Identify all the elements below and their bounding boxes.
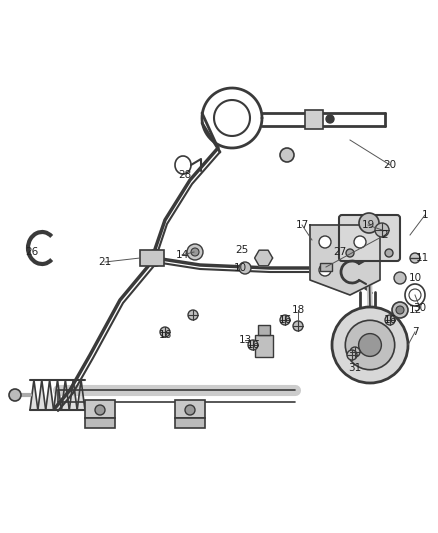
Circle shape: [319, 264, 331, 276]
Text: 19: 19: [361, 220, 374, 230]
Text: 16: 16: [159, 330, 172, 340]
Circle shape: [332, 307, 408, 383]
Circle shape: [239, 262, 251, 274]
Polygon shape: [46, 380, 53, 410]
Polygon shape: [61, 380, 69, 410]
Circle shape: [147, 250, 163, 266]
Bar: [255, 335, 273, 357]
Text: 21: 21: [99, 257, 112, 267]
Text: 1: 1: [422, 210, 428, 220]
Bar: [85, 400, 115, 418]
Circle shape: [346, 249, 354, 257]
Text: 18: 18: [291, 305, 304, 315]
Bar: [258, 325, 270, 335]
Bar: [140, 250, 164, 266]
Text: 17: 17: [295, 220, 309, 230]
Text: 16: 16: [279, 315, 292, 325]
Bar: [320, 263, 332, 271]
Circle shape: [354, 236, 366, 248]
Circle shape: [394, 272, 406, 284]
Text: 10: 10: [233, 263, 247, 273]
Bar: [175, 418, 205, 428]
Polygon shape: [53, 380, 61, 410]
Text: 13: 13: [238, 335, 251, 345]
Circle shape: [326, 115, 334, 123]
Text: 27: 27: [333, 247, 346, 257]
Text: 12: 12: [408, 305, 422, 315]
Circle shape: [396, 306, 404, 314]
Circle shape: [375, 223, 389, 237]
Bar: [305, 110, 323, 129]
Text: 14: 14: [175, 250, 189, 260]
Circle shape: [293, 321, 303, 331]
Circle shape: [385, 249, 393, 257]
Text: 26: 26: [25, 247, 39, 257]
Text: 10: 10: [409, 273, 421, 283]
Text: 20: 20: [383, 160, 396, 170]
Circle shape: [350, 347, 360, 357]
Circle shape: [345, 320, 395, 370]
Circle shape: [9, 389, 21, 401]
Circle shape: [248, 340, 258, 350]
Circle shape: [187, 244, 203, 260]
Polygon shape: [38, 380, 46, 410]
Circle shape: [185, 405, 195, 415]
Circle shape: [95, 405, 105, 415]
Circle shape: [191, 248, 199, 256]
Polygon shape: [254, 250, 272, 266]
Circle shape: [280, 148, 294, 162]
Text: 31: 31: [348, 363, 362, 373]
Text: 16: 16: [383, 315, 397, 325]
Polygon shape: [310, 225, 380, 295]
Text: 25: 25: [235, 245, 249, 255]
FancyBboxPatch shape: [339, 215, 400, 261]
Bar: [85, 418, 115, 428]
Text: 2: 2: [381, 230, 389, 240]
Circle shape: [188, 310, 198, 320]
Text: 28: 28: [178, 170, 192, 180]
Polygon shape: [77, 380, 85, 410]
Circle shape: [359, 334, 381, 357]
Polygon shape: [69, 380, 77, 410]
Circle shape: [385, 315, 395, 325]
Circle shape: [410, 253, 420, 263]
Text: 30: 30: [413, 303, 427, 313]
Bar: [342, 218, 397, 258]
Circle shape: [392, 302, 408, 318]
Circle shape: [359, 213, 379, 233]
Circle shape: [280, 315, 290, 325]
Text: 16: 16: [246, 340, 260, 350]
Polygon shape: [30, 380, 38, 410]
Text: 11: 11: [415, 253, 429, 263]
Circle shape: [319, 236, 331, 248]
Circle shape: [347, 350, 357, 360]
Circle shape: [160, 327, 170, 337]
Bar: [175, 400, 205, 418]
Text: 7: 7: [412, 327, 418, 337]
